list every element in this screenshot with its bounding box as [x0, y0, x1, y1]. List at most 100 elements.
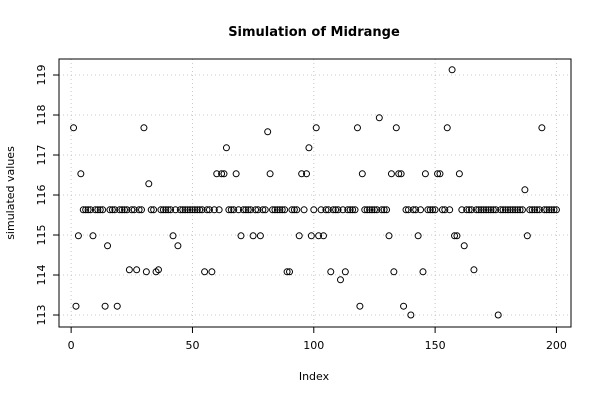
data-point [499, 206, 507, 214]
data-point [87, 206, 95, 214]
data-point [487, 206, 495, 214]
data-point [523, 232, 531, 240]
data-point [72, 302, 80, 310]
data-point [429, 206, 437, 214]
data-point [361, 206, 369, 214]
data-point [108, 206, 116, 214]
data-point [140, 124, 148, 132]
data-point [421, 170, 429, 178]
x-tick-label: 0 [68, 339, 75, 352]
data-point [319, 232, 327, 240]
data-point [128, 206, 136, 214]
data-point [205, 206, 213, 214]
data-point [349, 206, 357, 214]
data-point [142, 268, 150, 276]
y-tick-label: 116 [35, 185, 48, 206]
data-point [543, 206, 551, 214]
data-point [438, 206, 446, 214]
data-point [193, 206, 201, 214]
data-point [404, 206, 412, 214]
chart-title: Simulation of Midrange [228, 25, 400, 40]
data-point [252, 206, 260, 214]
data-point [184, 206, 192, 214]
data-point [470, 266, 478, 274]
data-point [186, 206, 194, 214]
data-point [317, 206, 325, 214]
data-point [218, 170, 226, 178]
data-point [82, 206, 90, 214]
y-tick-label: 117 [35, 145, 48, 166]
data-point [118, 206, 126, 214]
data-point [509, 206, 517, 214]
data-point [370, 206, 378, 214]
data-point [266, 170, 274, 178]
data-point [409, 206, 417, 214]
data-point [472, 206, 480, 214]
data-point [540, 206, 548, 214]
data-point [176, 206, 184, 214]
data-point [545, 206, 553, 214]
data-point [322, 206, 330, 214]
data-point [463, 206, 471, 214]
data-point [395, 170, 403, 178]
data-point [363, 206, 371, 214]
data-point [174, 242, 182, 250]
data-point [453, 232, 461, 240]
data-point [380, 206, 388, 214]
data-point [346, 206, 354, 214]
y-tick-label: 118 [35, 105, 48, 126]
data-point [303, 170, 311, 178]
data-point [400, 302, 408, 310]
data-point [407, 311, 415, 319]
y-tick-label: 119 [35, 65, 48, 86]
data-point [91, 206, 99, 214]
data-point [230, 206, 238, 214]
data-point [169, 232, 177, 240]
data-point [220, 170, 228, 178]
data-point [550, 206, 558, 214]
data-point [198, 206, 206, 214]
x-tick-label: 100 [303, 339, 324, 352]
data-point [225, 206, 233, 214]
data-point [518, 206, 526, 214]
x-axis-label: Index [299, 370, 330, 383]
data-point [504, 206, 512, 214]
data-point [208, 268, 216, 276]
data-point [424, 206, 432, 214]
data-point [475, 206, 483, 214]
data-point [356, 302, 364, 310]
data-point [353, 124, 361, 132]
data-point [269, 206, 277, 214]
data-point [133, 266, 141, 274]
data-point [434, 170, 442, 178]
data-point [535, 206, 543, 214]
data-point [111, 206, 119, 214]
data-point [506, 206, 514, 214]
data-point [288, 206, 296, 214]
data-point [74, 232, 82, 240]
y-tick-label: 114 [35, 265, 48, 286]
data-point [181, 206, 189, 214]
data-point [501, 206, 509, 214]
data-point [419, 268, 427, 276]
data-point [516, 206, 524, 214]
data-point [235, 206, 243, 214]
data-point [135, 206, 143, 214]
data-point [397, 170, 405, 178]
data-point [375, 114, 383, 122]
x-axis: 0 50 100 150 200 [68, 326, 567, 352]
data-point [533, 206, 541, 214]
data-point [89, 232, 97, 240]
data-point [528, 206, 536, 214]
data-point [441, 206, 449, 214]
data-point [451, 232, 459, 240]
data-point [99, 206, 107, 214]
data-point [171, 206, 179, 214]
data-point [366, 206, 374, 214]
data-point [179, 206, 187, 214]
data-point [276, 206, 284, 214]
data-point [157, 206, 165, 214]
data-point [290, 206, 298, 214]
data-point [446, 206, 454, 214]
data-point [145, 180, 153, 188]
